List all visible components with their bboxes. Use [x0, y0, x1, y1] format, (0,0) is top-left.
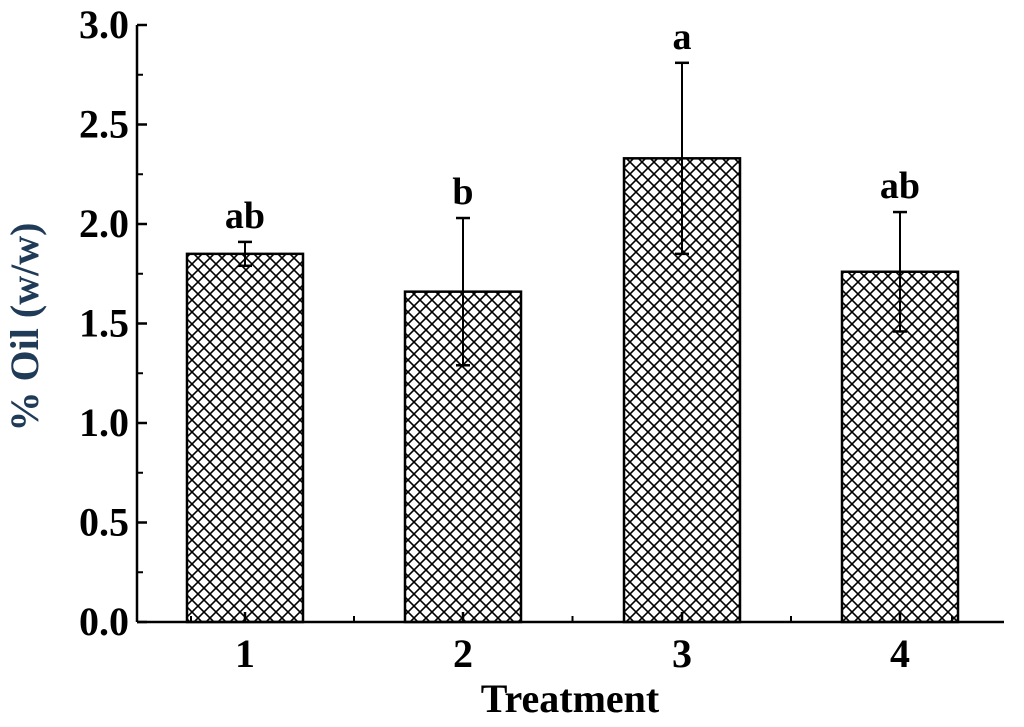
y-tick-label-2.0: 2.0: [79, 201, 129, 246]
x-tick-label-4: 4: [890, 631, 910, 676]
y-tick-label-2.5: 2.5: [79, 102, 129, 147]
y-tick-label-1.5: 1.5: [79, 301, 129, 346]
significance-label-3: a: [673, 16, 692, 58]
y-axis-title: % Oil (w/w): [2, 223, 47, 432]
x-tick-label-1: 1: [235, 631, 255, 676]
significance-label-1: ab: [225, 195, 265, 237]
significance-label-4: ab: [880, 165, 920, 207]
y-tick-label-0.5: 0.5: [79, 500, 129, 545]
x-tick-label-2: 2: [453, 631, 473, 676]
significance-label-2: b: [452, 171, 473, 213]
y-tick-label-1.0: 1.0: [79, 400, 129, 445]
y-tick-label-3.0: 3.0: [79, 2, 129, 47]
y-tick-label-0.0: 0.0: [79, 599, 129, 644]
x-tick-label-3: 3: [672, 631, 692, 676]
plot-area: ab b a ab 0.0 0.5 1.0 1.5 2.0 2.5 3.0 1 2 3 4: [79, 2, 1004, 676]
bar-1: [185, 252, 305, 624]
x-axis-title: Treatment: [481, 676, 660, 721]
